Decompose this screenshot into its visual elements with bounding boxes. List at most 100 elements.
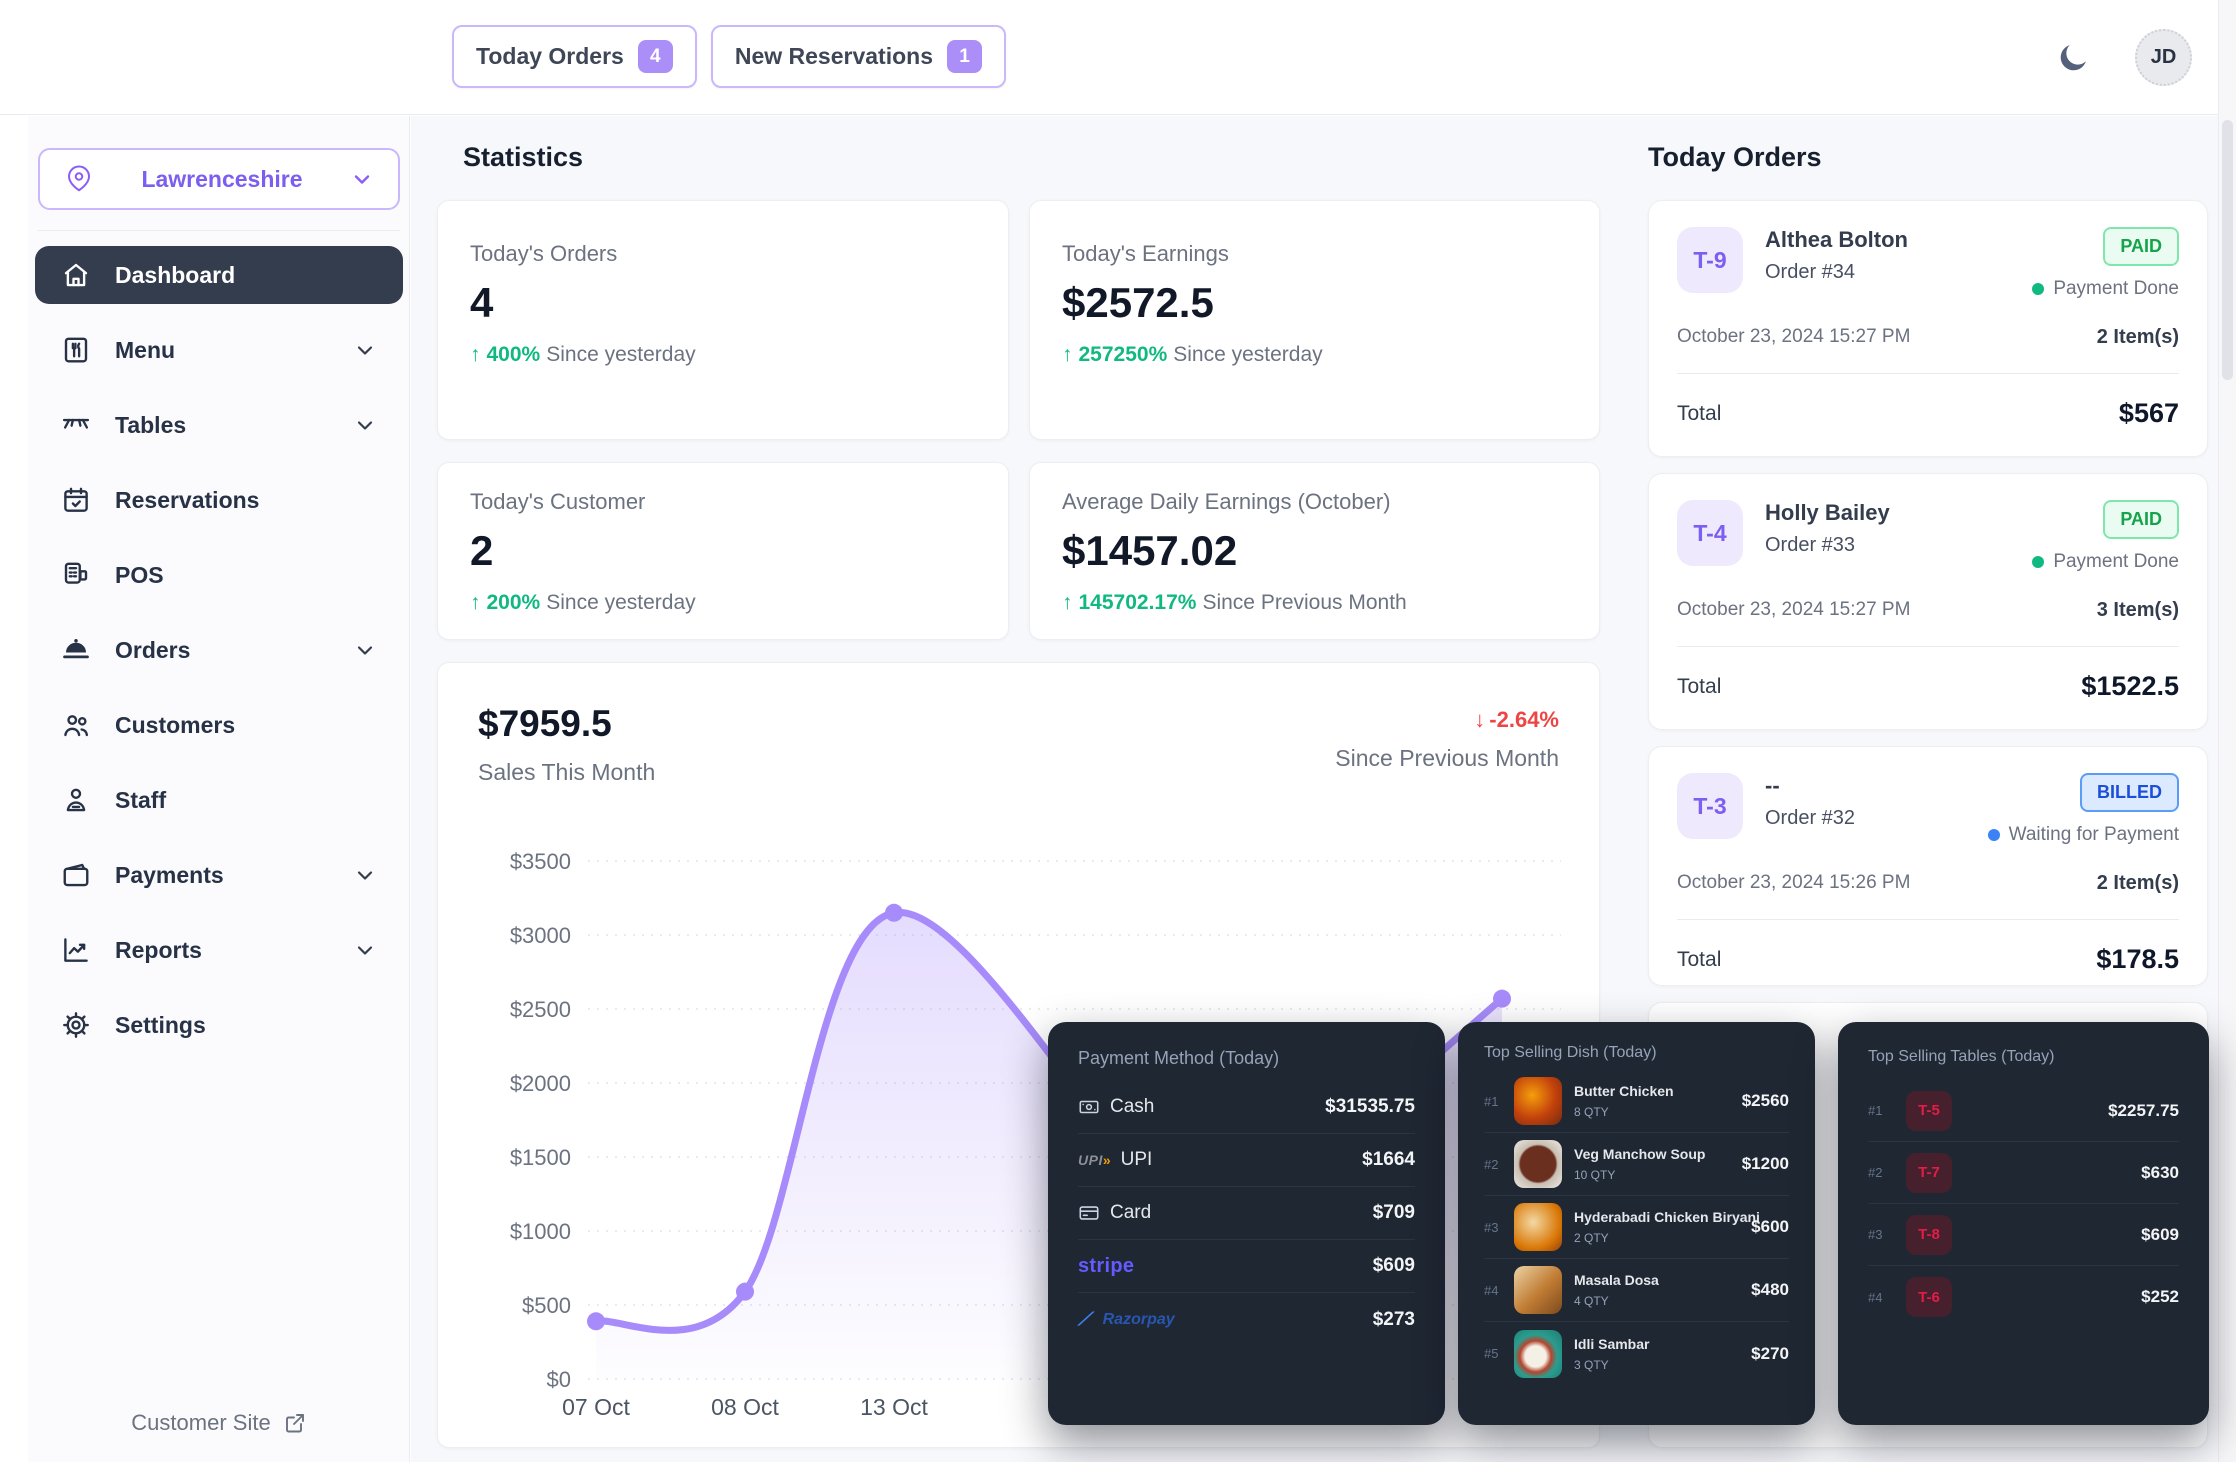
sidebar-item-reservations[interactable]: Reservations bbox=[35, 471, 403, 529]
up-arrow-icon: ↑ bbox=[470, 591, 481, 614]
sidebar-item-dashboard[interactable]: Dashboard bbox=[35, 246, 403, 304]
order-card[interactable]: T-4 Holly Bailey Order #33 PAID Payment … bbox=[1648, 473, 2208, 730]
status-badge: BILLED bbox=[2080, 773, 2179, 812]
sidebar-item-reports[interactable]: Reports bbox=[35, 921, 403, 979]
sidebar-item-staff[interactable]: Staff bbox=[35, 771, 403, 829]
table-badge: T-4 bbox=[1677, 500, 1743, 566]
sidebar-nav: Dashboard Menu Tables Reservations POS bbox=[35, 246, 403, 1071]
payment-row: UPI» UPI $1664 bbox=[1078, 1134, 1415, 1187]
order-card[interactable]: T-3 -- Order #32 BILLED Waiting for Paym… bbox=[1648, 746, 2208, 986]
sidebar-item-label: POS bbox=[115, 561, 164, 588]
table-badge: T-5 bbox=[1906, 1090, 1952, 1131]
stat-card-todays-customer: Today's Customer 2 ↑ 200% Since yesterday bbox=[437, 462, 1009, 640]
users-icon bbox=[64, 715, 89, 737]
dish-row: #2 Veg Manchow Soup 10 QTY $1200 bbox=[1484, 1133, 1789, 1196]
status-dot-icon bbox=[1987, 829, 2000, 841]
payment-name: UPI bbox=[1120, 1149, 1153, 1170]
dish-amount: $2560 bbox=[1741, 1091, 1789, 1110]
sidebar-item-customers[interactable]: Customers bbox=[35, 696, 403, 754]
up-arrow-icon: ↑ bbox=[1062, 591, 1073, 614]
dish-row: #1 Butter Chicken 8 QTY $2560 bbox=[1484, 1070, 1789, 1133]
order-datetime: October 23, 2024 15:27 PM bbox=[1677, 326, 1911, 347]
svg-text:$3500: $3500 bbox=[510, 849, 571, 874]
card-icon bbox=[1079, 1206, 1099, 1220]
rank-label: #4 bbox=[1868, 1289, 1883, 1305]
stat-label: Average Daily Earnings (October) bbox=[1062, 489, 1391, 514]
dish-row: #3 Hyderabadi Chicken Biryani 2 QTY $600 bbox=[1484, 1196, 1789, 1259]
dish-image bbox=[1514, 1266, 1562, 1314]
payment-amount: $609 bbox=[1372, 1255, 1415, 1276]
dish-image bbox=[1514, 1203, 1562, 1251]
svg-text:$2000: $2000 bbox=[510, 1071, 571, 1096]
table-badge: T-9 bbox=[1677, 227, 1743, 293]
down-arrow-icon: ↓ bbox=[1474, 707, 1486, 732]
sidebar-item-label: Menu bbox=[115, 336, 176, 363]
new-reservations-button[interactable]: New Reservations 1 bbox=[710, 25, 1006, 88]
razorpay-logo: Razorpay bbox=[1102, 1310, 1175, 1328]
payment-amount: $709 bbox=[1372, 1202, 1415, 1223]
table-row: #1 T-5 $2257.75 bbox=[1868, 1080, 2179, 1142]
sidebar-item-settings[interactable]: Settings bbox=[35, 996, 403, 1054]
order-card[interactable]: T-9 Althea Bolton Order #34 PAID Payment… bbox=[1648, 200, 2208, 457]
total-label: Total bbox=[1677, 401, 1722, 425]
stat-period: Since yesterday bbox=[546, 343, 696, 366]
payment-amount: $31535.75 bbox=[1325, 1096, 1415, 1117]
avatar[interactable]: JD bbox=[2135, 29, 2192, 86]
customer-site-link[interactable]: Customer Site bbox=[28, 1410, 410, 1436]
dish-amount: $1200 bbox=[1741, 1154, 1789, 1173]
stat-period: Since Previous Month bbox=[1202, 591, 1407, 614]
stripe-logo: Stripe bbox=[1078, 1254, 1135, 1277]
stat-delta: 400% bbox=[486, 343, 541, 366]
header-right: JD bbox=[2053, 0, 2192, 115]
svg-text:$1000: $1000 bbox=[510, 1219, 571, 1244]
dish-name: Idli Sambar bbox=[1574, 1335, 1650, 1352]
status-dot-icon bbox=[2032, 283, 2045, 295]
sidebar-divider bbox=[38, 230, 400, 231]
sidebar-item-payments[interactable]: Payments bbox=[35, 846, 403, 904]
payment-row: ⟋ Razorpay $273 bbox=[1078, 1293, 1415, 1346]
stat-delta: 257250% bbox=[1078, 343, 1168, 366]
sidebar-item-label: Dashboard bbox=[115, 261, 236, 288]
sidebar-item-label: Payments bbox=[115, 861, 224, 888]
statistics-title: Statistics bbox=[463, 142, 584, 172]
table-badge: T-7 bbox=[1906, 1152, 1952, 1193]
upi-logo-icon: UPI» bbox=[1078, 1152, 1111, 1168]
table-row: #4 T-6 $252 bbox=[1868, 1266, 2179, 1328]
scrollbar-thumb[interactable] bbox=[2222, 120, 2233, 380]
dish-amount: $600 bbox=[1751, 1217, 1789, 1236]
stat-label: Today's Customer bbox=[470, 489, 646, 514]
rank-label: #5 bbox=[1484, 1346, 1499, 1361]
panel-title: Top Selling Tables (Today) bbox=[1868, 1048, 2055, 1065]
dark-mode-toggle[interactable] bbox=[2053, 38, 2093, 78]
sidebar-item-tables[interactable]: Tables bbox=[35, 396, 403, 454]
payment-amount: $273 bbox=[1372, 1308, 1415, 1330]
up-arrow-icon: ↑ bbox=[470, 343, 481, 366]
location-name: Lawrenceshire bbox=[141, 165, 303, 192]
sidebar-item-orders[interactable]: Orders bbox=[35, 621, 403, 679]
today-orders-button[interactable]: Today Orders 4 bbox=[452, 25, 697, 88]
dish-row: #5 Idli Sambar 3 QTY $270 bbox=[1484, 1322, 1789, 1385]
dish-qty: 8 QTY bbox=[1574, 1105, 1609, 1119]
dish-name: Hyderabadi Chicken Biryani bbox=[1574, 1209, 1760, 1225]
rank-label: #3 bbox=[1484, 1219, 1499, 1235]
customer-name: -- bbox=[1765, 773, 1780, 798]
total-label: Total bbox=[1677, 674, 1722, 698]
table-amount: $252 bbox=[2141, 1287, 2179, 1306]
stat-value: 2 bbox=[470, 527, 494, 574]
chevron-down-icon bbox=[357, 646, 373, 655]
order-number: Order #32 bbox=[1765, 807, 1856, 829]
sidebar-item-pos[interactable]: POS bbox=[35, 546, 403, 604]
location-selector[interactable]: Lawrenceshire bbox=[38, 148, 400, 210]
total-label: Total bbox=[1677, 947, 1722, 971]
stat-delta: 145702.17% bbox=[1078, 591, 1197, 614]
sales-delta-period: Since Previous Month bbox=[1335, 745, 1559, 771]
panel-title: Payment Method (Today) bbox=[1078, 1048, 1280, 1068]
order-items: 3 Item(s) bbox=[2096, 599, 2179, 621]
panel-title: Top Selling Dish (Today) bbox=[1484, 1044, 1657, 1061]
new-reservations-label: New Reservations bbox=[734, 43, 933, 69]
table-badge: T-3 bbox=[1677, 773, 1743, 839]
scrollbar[interactable] bbox=[2218, 0, 2236, 1462]
sidebar-item-menu[interactable]: Menu bbox=[35, 321, 403, 379]
today-orders-label: Today Orders bbox=[476, 43, 624, 69]
payment-row: Stripe $609 bbox=[1078, 1240, 1415, 1293]
